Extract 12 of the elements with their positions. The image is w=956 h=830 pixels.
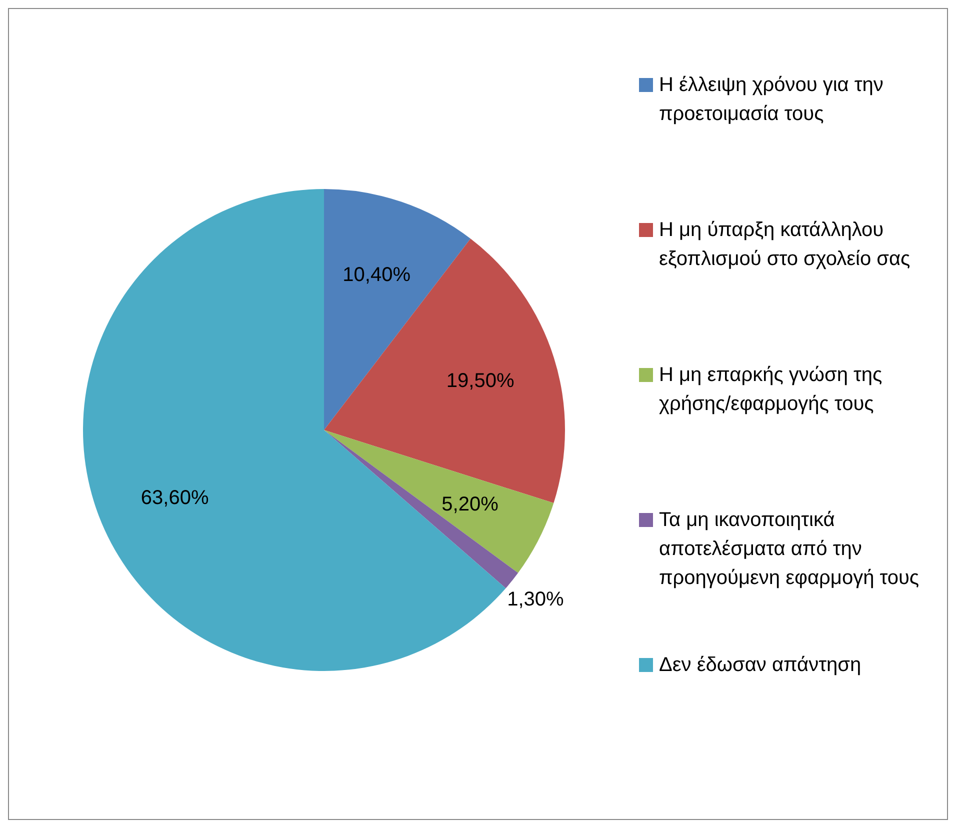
- data-label: 10,40%: [342, 264, 411, 286]
- pie-slice: [324, 430, 554, 573]
- data-label: 19,50%: [446, 370, 514, 392]
- legend-label: Η έλλειψη χρόνου για την προετοιμασία τους: [659, 73, 884, 127]
- legend-label: Η μη ύπαρξη κατάλληλου εξοπλισμού στο σχολείο σας: [659, 218, 912, 272]
- legend-label: Τα μη ικανοποιητικά αποτελέσματα από την προηγούμενη εφαρμογή τους: [659, 508, 920, 591]
- legend-label: Η μη επαρκής γνώση της χρήσης/εφαρμογής τους: [659, 363, 884, 417]
- data-label: 5,20%: [442, 493, 499, 516]
- legend-label: Δεν έδωσαν απάντηση: [659, 653, 862, 678]
- data-label: 63,60%: [140, 486, 209, 509]
- pie-slice: [324, 430, 518, 588]
- data-label: 1,30%: [507, 588, 564, 610]
